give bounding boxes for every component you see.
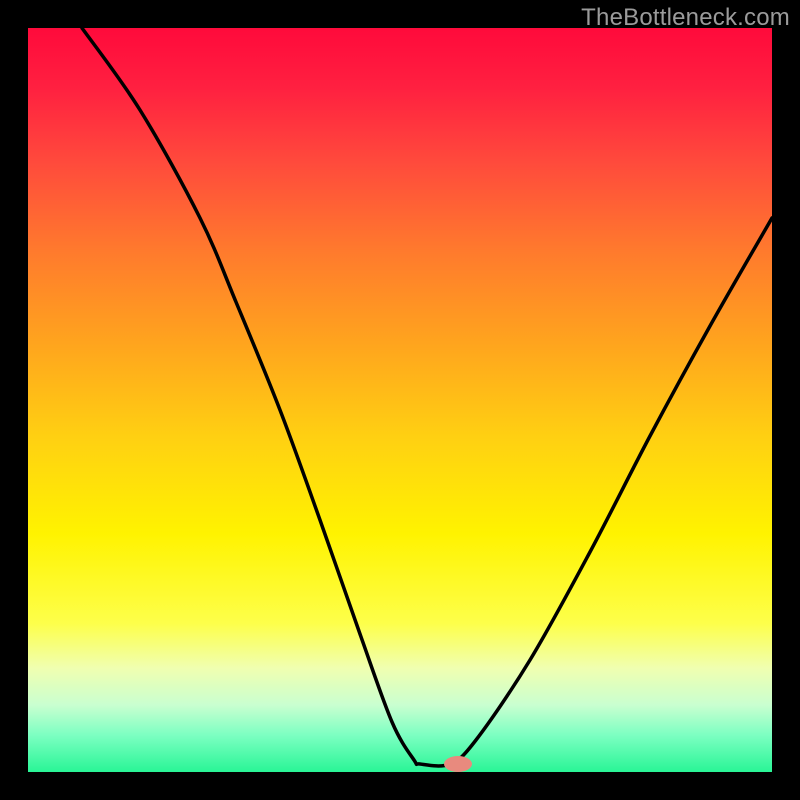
valley-marker (444, 756, 472, 772)
bottleneck-chart: TheBottleneck.com (0, 0, 800, 800)
gradient-background (28, 28, 772, 772)
chart-canvas (0, 0, 800, 800)
